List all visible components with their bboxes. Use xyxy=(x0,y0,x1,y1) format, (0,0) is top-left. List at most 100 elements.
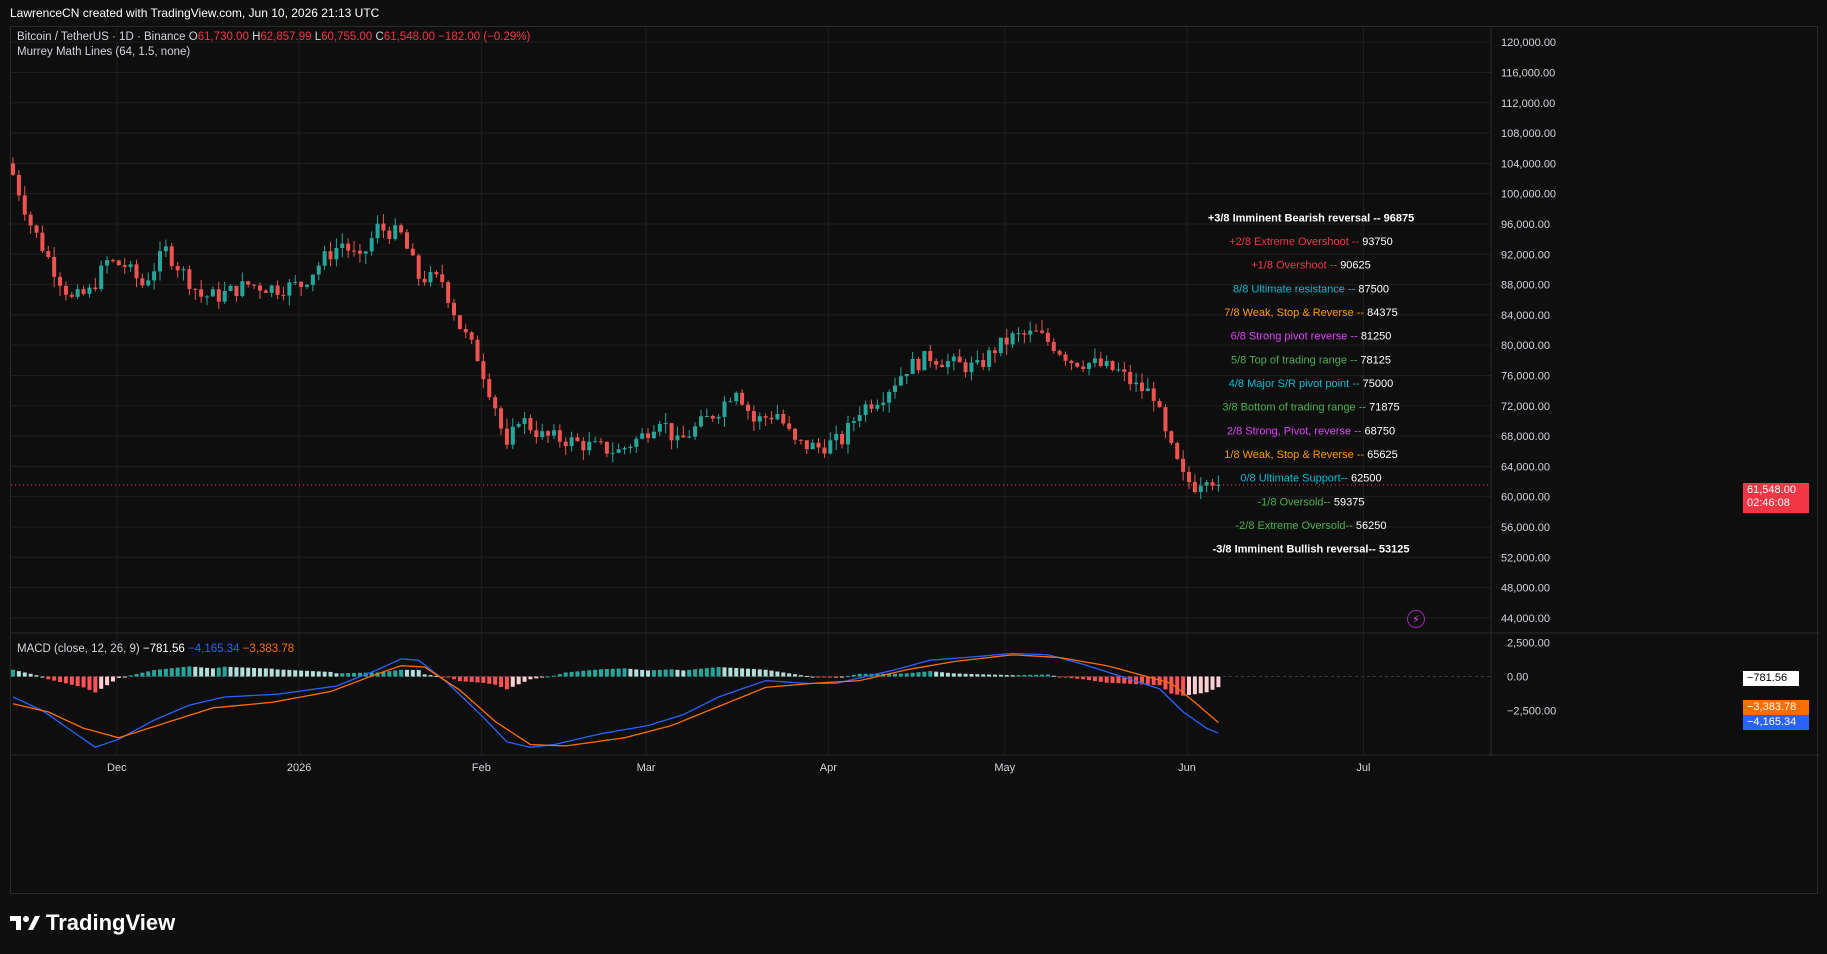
macd-legend[interactable]: MACD (close, 12, 26, 9) −781.56 −4,165.3… xyxy=(17,643,294,655)
candle-body xyxy=(199,289,204,297)
candle-body xyxy=(551,430,556,436)
macd-histogram-bar xyxy=(663,669,668,677)
candle-body xyxy=(399,225,404,233)
candle-body xyxy=(222,290,227,302)
candle-body xyxy=(887,391,892,403)
macd-histogram-bar xyxy=(1187,676,1191,695)
macd-histogram-bar xyxy=(452,676,456,680)
candle-body xyxy=(63,285,68,295)
countdown-value: 02:46:08 xyxy=(1747,497,1790,509)
price-tick-label: 44,000.00 xyxy=(1501,613,1550,625)
chart-canvas[interactable]: 120,000.00 116,000.00 112,000.00 108,000.00… xyxy=(11,27,1819,895)
candle-body xyxy=(963,362,968,373)
candle-body xyxy=(11,163,15,175)
macd-histogram-bar xyxy=(263,668,268,677)
candle-body xyxy=(269,285,274,293)
indicator-legend[interactable]: Murrey Math Lines (64, 1.5, none) xyxy=(17,46,191,58)
macd-histogram-bar xyxy=(604,668,609,677)
macd-histogram-bar xyxy=(898,673,903,677)
time-tick-label: Jun xyxy=(1178,762,1196,774)
macd-histogram-bar xyxy=(357,672,362,677)
candle-body xyxy=(1075,362,1080,367)
candle-body xyxy=(293,281,298,283)
candle-body xyxy=(275,285,280,295)
candle-body xyxy=(1151,388,1156,402)
candle-body xyxy=(910,358,915,374)
lightning-alert-icon[interactable]: ⚡ xyxy=(1407,610,1425,628)
candle-body xyxy=(869,404,874,409)
macd-histogram-bar xyxy=(575,671,580,677)
price-tick-label: 52,000.00 xyxy=(1501,552,1550,564)
macd-histogram-bar xyxy=(181,666,186,677)
candle-body xyxy=(740,392,745,405)
macd-histogram-bar xyxy=(187,666,192,677)
candle-body xyxy=(940,364,945,368)
macd-histogram-bar xyxy=(1128,676,1133,684)
candle-body xyxy=(698,416,703,427)
macd-histogram-bar xyxy=(228,666,233,677)
macd-histogram-bar xyxy=(105,676,110,686)
price-tick-label: 80,000.00 xyxy=(1501,340,1550,352)
candle-body xyxy=(16,174,21,196)
macd-histogram-bar xyxy=(1016,675,1021,677)
candle-body xyxy=(216,289,221,302)
candle-body xyxy=(122,265,127,268)
low-value: 60,755.00 xyxy=(321,31,373,43)
candle-body xyxy=(875,405,880,409)
candle-body xyxy=(1069,360,1074,363)
time-tick-label: Jul xyxy=(1356,762,1370,774)
candle-body xyxy=(881,402,886,406)
chart-frame[interactable]: 120,000.00 116,000.00 112,000.00 108,000.00… xyxy=(10,26,1819,895)
macd-histogram-bar xyxy=(904,673,909,677)
change-value: −182.00 (−0.29%) xyxy=(438,31,531,43)
candle-body xyxy=(357,250,362,254)
macd-histogram-bar xyxy=(840,676,845,678)
candle-body xyxy=(851,421,856,423)
macd-histogram-bar xyxy=(281,669,286,677)
macd-histogram-bar xyxy=(857,673,862,677)
macd-histogram-bar xyxy=(945,672,950,677)
tradingview-logo[interactable]: TradingView xyxy=(10,910,175,936)
macd-histogram-bar xyxy=(987,674,992,677)
macd-histogram-bar xyxy=(1010,675,1015,677)
candle-body xyxy=(1098,358,1103,366)
candle-body xyxy=(716,416,721,419)
candle-body xyxy=(1110,361,1115,371)
candle-body xyxy=(81,289,86,294)
macd-histogram-bar xyxy=(599,669,603,677)
symbol-legend[interactable]: Bitcoin / TetherUS · 1D · Binance O61,73… xyxy=(17,31,530,43)
candle-body xyxy=(569,437,574,447)
macd-histogram-bar xyxy=(416,670,421,677)
candle-body xyxy=(105,260,110,266)
candle-body xyxy=(1145,388,1150,392)
candle-body xyxy=(651,431,656,439)
macd-histogram-bar xyxy=(340,673,345,677)
macd-tick-label: 2,500.00 xyxy=(1507,638,1550,650)
candle-body xyxy=(52,257,57,277)
candle-body xyxy=(1204,482,1209,486)
macd-histogram-bar xyxy=(1110,676,1115,683)
candle-body xyxy=(346,243,351,251)
macd-histogram-bar xyxy=(922,671,927,677)
murrey-level-label: +2/8 Extreme Overshoot -- 93750 xyxy=(1229,236,1393,248)
macd-histogram-bar xyxy=(981,674,986,677)
candle-body xyxy=(1116,369,1121,371)
macd-legend-signal: −3,383.78 xyxy=(242,643,295,655)
macd-histogram-bar xyxy=(328,671,333,677)
macd-histogram-bar xyxy=(551,675,556,677)
macd-histogram-bar xyxy=(781,672,786,677)
macd-histogram-bar xyxy=(322,671,327,677)
macd-histogram-bar xyxy=(734,668,739,677)
time-tick-label: May xyxy=(994,762,1015,774)
symbol-name[interactable]: Bitcoin / TetherUS · 1D · Binance xyxy=(17,31,186,43)
candle-body xyxy=(463,329,468,333)
candle-body xyxy=(857,415,862,422)
macd-histogram-bar xyxy=(640,669,645,677)
macd-histogram-bar xyxy=(681,670,686,677)
candle-body xyxy=(581,441,586,451)
candle-body xyxy=(369,238,374,252)
candle-body xyxy=(1122,369,1127,372)
macd-line-badge: −4,165.34 xyxy=(1743,715,1809,730)
macd-histogram-bar xyxy=(746,668,750,677)
macd-histogram-bar xyxy=(1139,676,1144,685)
